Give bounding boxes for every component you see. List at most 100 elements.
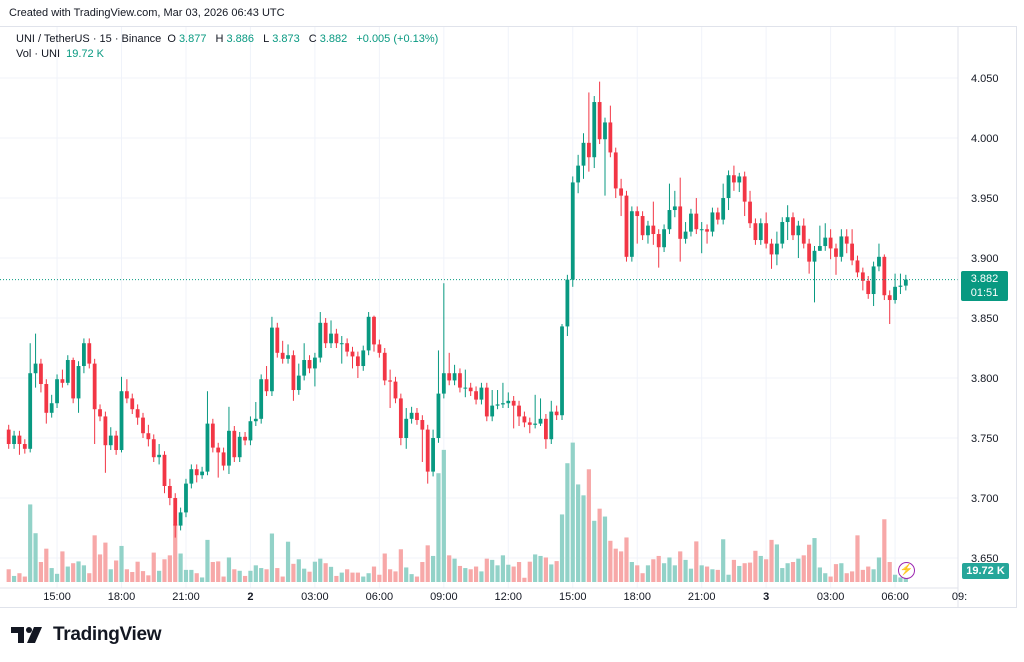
- volume-bar: [54, 573, 60, 582]
- candle: [248, 416, 253, 446]
- candle: [151, 434, 156, 463]
- candle-body: [801, 225, 806, 244]
- volume-bar: [318, 558, 323, 582]
- candle: [275, 322, 280, 358]
- candle-body: [855, 260, 860, 273]
- candle: [855, 255, 860, 278]
- time-axis: 15:00 18:00 21:00 2 03:00 06:00 09:00 12:00 15:0…: [0, 587, 967, 603]
- legend-volume-label[interactable]: Vol · UNI: [16, 48, 61, 60]
- volume-bar: [114, 560, 119, 582]
- candle-body: [270, 327, 274, 392]
- time-tick-label: 03:00: [301, 591, 329, 603]
- candle: [672, 190, 677, 218]
- candle: [474, 386, 478, 405]
- volume-bar: [183, 569, 189, 582]
- volume-bar: [635, 565, 640, 582]
- legend-symbol[interactable]: UNI / TetherUS · 15 · Binance: [16, 33, 162, 45]
- volume-bar: [699, 565, 704, 582]
- time-tick-label: 21:00: [172, 591, 200, 603]
- candle-body: [517, 405, 521, 417]
- candle-body: [570, 182, 575, 280]
- candle-body: [275, 327, 280, 353]
- candle: [227, 406, 231, 475]
- candles: [6, 81, 908, 538]
- time-tick-label: 06:00: [366, 591, 394, 603]
- volume-bar: [823, 573, 828, 582]
- lightning-bolt-icon[interactable]: ⚡: [898, 562, 915, 579]
- candle: [200, 466, 204, 479]
- candle-body: [329, 333, 333, 344]
- candle-body: [817, 246, 822, 251]
- candle: [232, 426, 237, 463]
- candle: [98, 404, 102, 422]
- candle-body: [162, 454, 167, 487]
- candle: [447, 352, 452, 386]
- candle: [764, 212, 769, 249]
- volume-bar: [60, 551, 65, 582]
- candle-body: [124, 391, 129, 399]
- candle-body: [130, 398, 135, 410]
- candle: [280, 340, 285, 364]
- volume-bar: [726, 574, 731, 582]
- candle: [817, 225, 822, 251]
- volume-bar: [71, 563, 76, 582]
- candle-body: [173, 498, 178, 526]
- candle: [877, 243, 881, 272]
- volume-bar: [210, 562, 215, 582]
- candle: [124, 379, 129, 404]
- volume-bar: [479, 571, 484, 582]
- candle: [484, 382, 489, 422]
- time-tick-label: 15:00: [559, 591, 587, 603]
- candle-body: [447, 373, 452, 381]
- bar-countdown: 01:51: [970, 287, 999, 299]
- candle-body: [151, 439, 156, 458]
- candle-body: [318, 322, 323, 358]
- volume-bar: [876, 557, 882, 582]
- candle: [619, 178, 624, 217]
- candle-body: [98, 409, 102, 417]
- volume-bar: [414, 576, 420, 582]
- candle-body: [60, 379, 65, 383]
- price-tick-label: 3.700: [971, 493, 999, 505]
- candle-body: [662, 229, 666, 248]
- volume-bar: [124, 569, 129, 582]
- candle-body: [92, 363, 97, 410]
- volume-bar: [237, 570, 242, 582]
- candle: [39, 358, 43, 393]
- candle-body: [119, 391, 124, 451]
- volume-bar: [651, 559, 656, 582]
- candle: [28, 343, 33, 453]
- candle: [22, 439, 27, 454]
- candle-body: [194, 469, 199, 476]
- candle-body: [807, 243, 812, 262]
- candle: [533, 394, 538, 429]
- volume-bar: [151, 552, 156, 582]
- candle: [167, 478, 172, 506]
- volume-bar: [860, 569, 865, 582]
- time-tick-label: 18:00: [623, 591, 651, 603]
- volume-bar: [430, 555, 436, 582]
- candle-body: [398, 398, 403, 439]
- volume-bar: [850, 571, 855, 582]
- candle-body: [538, 418, 543, 424]
- candle-body: [221, 452, 226, 466]
- candle: [372, 315, 376, 352]
- candle: [640, 211, 645, 241]
- candle: [715, 207, 720, 225]
- candle-body: [382, 352, 387, 381]
- time-tick-label: 09:: [952, 591, 967, 603]
- candle: [103, 411, 108, 473]
- volume-bar: [839, 563, 844, 582]
- candle: [130, 393, 135, 415]
- candle-body: [737, 176, 742, 183]
- volume-bar: [495, 565, 500, 582]
- candle: [431, 429, 435, 477]
- volume-bar: [715, 569, 720, 582]
- volume-bar: [796, 558, 801, 582]
- volume-bar: [65, 566, 70, 582]
- candle: [635, 206, 640, 244]
- candle-body: [554, 411, 559, 416]
- legend-volume-row: Vol · UNI 19.72 K: [16, 47, 441, 62]
- candle: [146, 424, 151, 447]
